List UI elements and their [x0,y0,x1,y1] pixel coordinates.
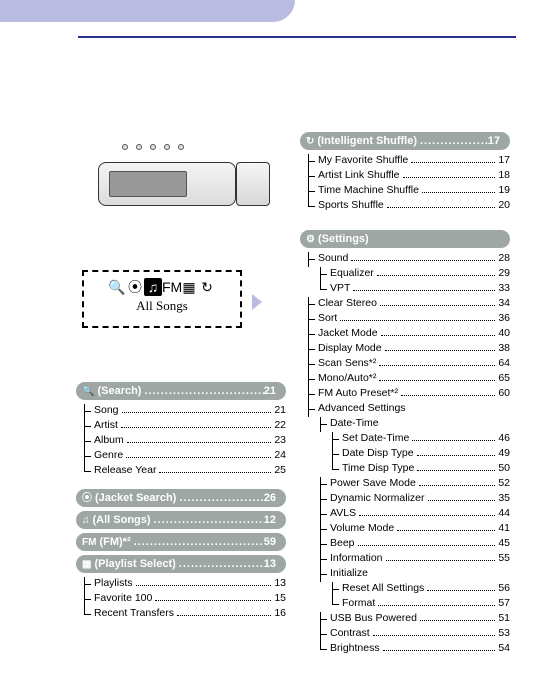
toc-entry: Format57 [330,597,510,612]
section-header: 🔍(Search)...............................… [76,382,286,400]
toc-entry: Release Year25 [82,464,286,479]
toc-entry: Set Date-Time46 [330,432,510,447]
toc-entry: Date-Time [318,417,510,432]
section-header: ⦿(Jacket Search)........................… [76,489,286,507]
toc-entry: Information55 [318,552,510,567]
toc-entry: Initialize [318,567,510,582]
section-header: ♫(All Songs)............................… [76,511,286,529]
menu-icon: ⦿ [126,278,144,296]
menu-icon: ↻ [198,278,216,296]
toc-entry: Jacket Mode40 [306,327,510,342]
toc-entry: Album23 [82,434,286,449]
menu-icon: ▦ [180,278,198,296]
toc-entry: My Favorite Shuffle17 [306,154,510,169]
toc-entry: Volume Mode41 [318,522,510,537]
toc-entry: Display Mode38 [306,342,510,357]
toc-entry: Time Machine Shuffle19 [306,184,510,199]
header-stripe [0,0,265,22]
toc-entry: Recent Transfers16 [82,607,286,622]
device-illustration [98,148,270,220]
toc-entry: FM Auto Preset*²60 [306,387,510,402]
toc-entry: Genre24 [82,449,286,464]
toc-entry: Song21 [82,404,286,419]
menu-icon: FM [162,278,180,296]
toc-entry: AVLS44 [318,507,510,522]
toc-entry: Time Disp Type50 [330,462,510,477]
toc-entry: USB Bus Powered51 [318,612,510,627]
toc-entry: Beep45 [318,537,510,552]
toc-entry: Mono/Auto*²65 [306,372,510,387]
menu-icon: ♫ [144,278,162,296]
menu-screen: 🔍⦿♫FM▦↻ All Songs [82,270,242,328]
toc-entry: Artist22 [82,419,286,434]
menu-icon: 🔍 [108,278,126,296]
toc-entry: Advanced Settings [306,402,510,417]
section-header: ⚙(Settings) [300,230,510,248]
toc-entry: Brightness54 [318,642,510,657]
menu-screen-label: All Songs [88,298,236,314]
toc-entry: Clear Stereo34 [306,297,510,312]
section-header: FM(FM)*²................................… [76,533,286,551]
toc-entry: Power Save Mode52 [318,477,510,492]
arrow-right-icon [252,294,262,310]
toc-entry: Sound28 [306,252,510,267]
toc-entry: Artist Link Shuffle18 [306,169,510,184]
toc-entry: Scan Sens*²64 [306,357,510,372]
horizontal-rule [78,36,516,38]
toc-entry: Sports Shuffle20 [306,199,510,214]
header-stripe-curve [265,0,295,22]
toc-entry: Sort36 [306,312,510,327]
toc-entry: Date Disp Type49 [330,447,510,462]
section-header: ▦(Playlist Select)......................… [76,555,286,573]
toc-entry: Playlists13 [82,577,286,592]
section-header: ↻(Intelligent Shuffle)..................… [300,132,510,150]
toc-entry: Contrast53 [318,627,510,642]
toc-entry: VPT33 [318,282,510,297]
toc-entry: Reset All Settings56 [330,582,510,597]
toc-entry: Equalizer29 [318,267,510,282]
toc-entry: Favorite 10015 [82,592,286,607]
toc-entry: Dynamic Normalizer35 [318,492,510,507]
